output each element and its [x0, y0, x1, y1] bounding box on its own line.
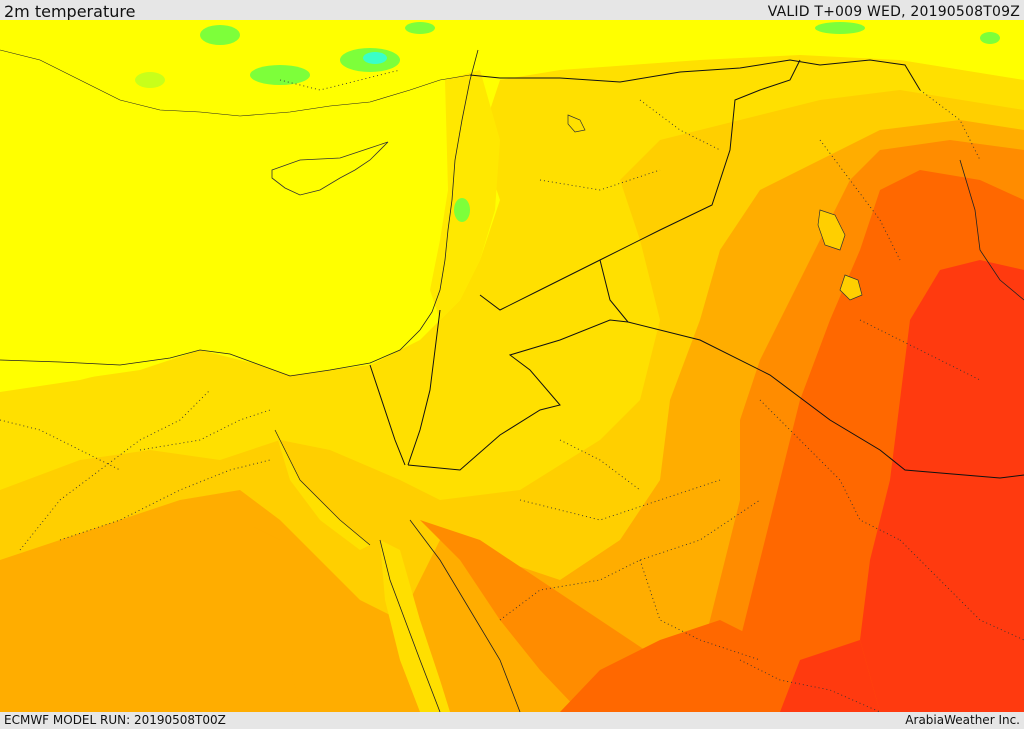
model-run: ECMWF MODEL RUN: 20190508T00Z [4, 713, 226, 727]
temperature-map [0, 20, 1024, 712]
turkey-coastline [0, 49, 471, 117]
red-sea [380, 540, 450, 712]
syria-iraq-border [479, 59, 801, 311]
jordan-iraq-border [599, 259, 629, 323]
map-title: 2m temperature [4, 2, 136, 21]
jordan-saudi-border [407, 319, 629, 471]
credit-text: ArabiaWeather Inc. [905, 713, 1020, 727]
lake-outline [567, 114, 586, 133]
cyan-patch [363, 52, 387, 64]
green-patch [454, 198, 470, 222]
turkey-syria-border [469, 59, 921, 91]
green-patch [250, 65, 310, 85]
valid-time: VALID T+009 WED, 20190508T09Z [767, 4, 1020, 20]
israel-jordan-border [407, 309, 441, 466]
south-red-zone [780, 640, 880, 712]
green-patch [405, 22, 435, 34]
gulf-coastline [959, 159, 1024, 301]
footer-bar: ECMWF MODEL RUN: 20190508T00Z ArabiaWeat… [0, 712, 1024, 729]
lake-outline [817, 209, 846, 251]
red-sea-coastline-east [409, 519, 521, 712]
header-bar: 2m temperature VALID T+009 WED, 20190508… [0, 0, 1024, 21]
cyprus-outline [271, 141, 389, 196]
sinai-border [369, 364, 406, 466]
green-patch [200, 25, 240, 45]
mediterranean-sea [0, 20, 480, 392]
levant-strip [430, 70, 500, 320]
green-patch [980, 32, 1000, 44]
gulf-of-suez [275, 430, 370, 550]
red-zone [860, 260, 1024, 712]
red-sea-coastline [379, 539, 441, 712]
north-africa-coastline [0, 49, 479, 377]
green-patch [815, 22, 865, 34]
arabia-red-orange-zone [560, 620, 760, 712]
lake-outline [839, 274, 863, 301]
suez-coastline [274, 429, 371, 546]
nile-orange-zone [180, 520, 420, 712]
saudi-iraq-border [627, 321, 1024, 479]
admin-borders [0, 69, 1024, 712]
green-patch [135, 72, 165, 88]
